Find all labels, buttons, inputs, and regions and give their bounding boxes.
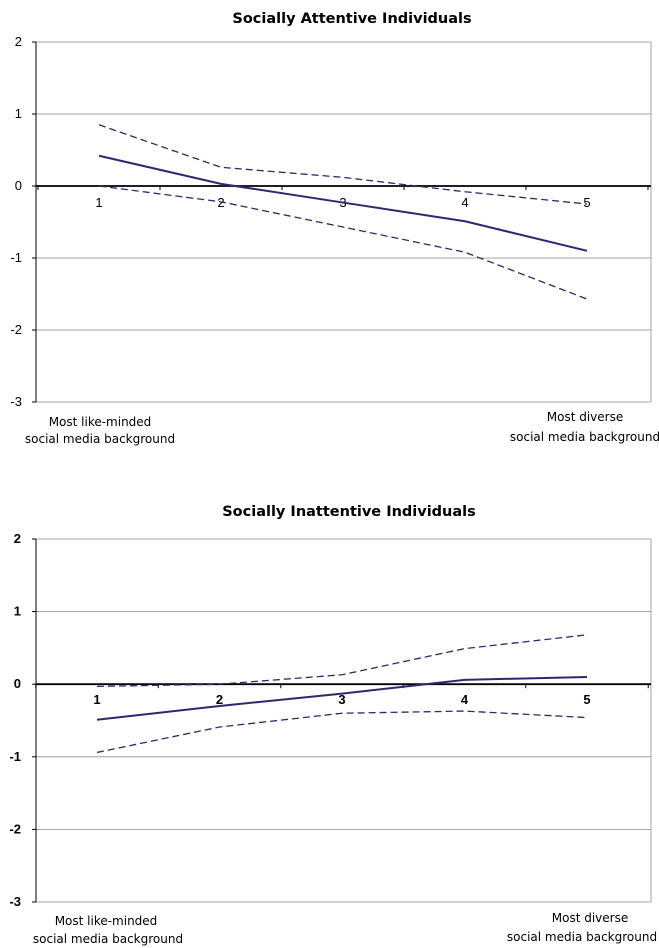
x-tick-label: 2	[216, 692, 223, 707]
series-line-dashed-upper	[96, 634, 588, 688]
x-tick-label: 1	[95, 195, 102, 210]
chart-1-series	[98, 124, 588, 300]
chart-2-axes	[32, 538, 651, 903]
y-tick-label: 1	[15, 106, 22, 121]
x-tick-label: 5	[583, 195, 590, 210]
y-tick-label: 1	[14, 604, 21, 619]
chart-2-left-note-line-1: Most like-minded	[55, 914, 158, 928]
y-tick-label: -3	[10, 394, 22, 409]
y-tick-label: 2	[15, 34, 22, 49]
chart-2-gridlines	[36, 538, 652, 903]
chart-1-left-note-line-1: Most like-minded	[49, 415, 152, 429]
x-tick-label: 5	[583, 692, 590, 707]
y-tick-label: 0	[15, 178, 22, 193]
y-tick-label: 0	[14, 676, 21, 691]
series-line-dashed-lower	[98, 185, 588, 300]
chart-1-axes	[32, 41, 651, 403]
chart-2-title: Socially Inattentive Individuals	[222, 504, 476, 520]
series-line-dashed-lower	[96, 710, 588, 754]
x-tick-label: 4	[461, 195, 468, 210]
y-tick-label: -2	[9, 821, 21, 836]
series-line-estimate	[98, 154, 588, 252]
chart-1-left-note-line-2: social media background	[25, 432, 175, 446]
y-tick-label: 2	[14, 531, 21, 546]
chart-1-gridlines	[36, 41, 652, 403]
y-tick-label: -2	[10, 322, 22, 337]
chart-1-y-ticks: 2 1 0 -1 -2 -3	[10, 34, 22, 409]
chart-2-right-note-line-2: social media background	[507, 930, 657, 944]
chart-1-title: Socially Attentive Individuals	[232, 11, 471, 27]
x-tick-label: 1	[93, 692, 100, 707]
chart-2-y-ticks: 2 1 0 -1 -2 -3	[9, 531, 21, 909]
series-line-dashed-upper	[98, 124, 588, 205]
chart-2-right-note-line-1: Most diverse	[552, 911, 628, 925]
series-line-estimate	[96, 675, 588, 721]
chart-2-x-ticks: 1 2 3 4 5	[93, 692, 590, 707]
chart-socially-inattentive: Socially Inattentive Individuals 2 1 0 -1 -2…	[9, 504, 657, 946]
y-tick-label: -1	[9, 749, 21, 764]
x-tick-label: 3	[338, 692, 345, 707]
chart-1-right-note-line-2: social media background	[510, 430, 659, 444]
chart-1-right-note-line-1: Most diverse	[547, 410, 623, 424]
y-tick-label: -1	[10, 250, 22, 265]
chart-socially-attentive: Socially Attentive Individuals 2 1 0 -1 -2 -3…	[10, 11, 659, 446]
y-tick-label: -3	[9, 894, 21, 909]
chart-2-left-note-line-2: social media background	[33, 932, 183, 946]
chart-2-series	[96, 634, 588, 754]
x-tick-label: 4	[461, 692, 469, 707]
